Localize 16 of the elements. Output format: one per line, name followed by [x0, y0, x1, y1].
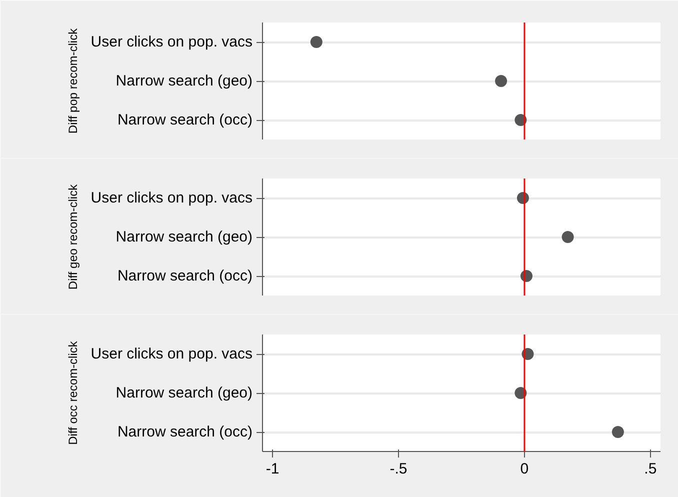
y-tick-label: Narrow search (occ)	[117, 268, 253, 284]
y-tick-label: Narrow search (geo)	[116, 72, 253, 90]
y-tick-label: User clicks on pop. vacs	[90, 346, 253, 362]
y-axis-title: Diff geo recom-click	[66, 183, 80, 290]
y-tick-label: Narrow search (geo)	[116, 384, 253, 402]
x-tick-label: .5	[644, 460, 657, 478]
y-tick-label: User clicks on pop. vacs	[90, 190, 253, 206]
y-tick-label: User clicks on pop. vacs	[90, 34, 253, 50]
y-tick-label: Narrow search (geo)	[116, 228, 253, 246]
y-axis-title: Diff pop recom-click	[66, 27, 80, 134]
x-tick-label: -1	[266, 460, 280, 478]
x-tick-label: 0	[520, 460, 529, 478]
x-tick-label: -.5	[390, 460, 408, 478]
y-axis-title: Diff occ recom-click	[66, 340, 80, 445]
y-tick-label: Narrow search (occ)	[117, 424, 253, 440]
y-tick-label: Narrow search (occ)	[117, 112, 253, 128]
